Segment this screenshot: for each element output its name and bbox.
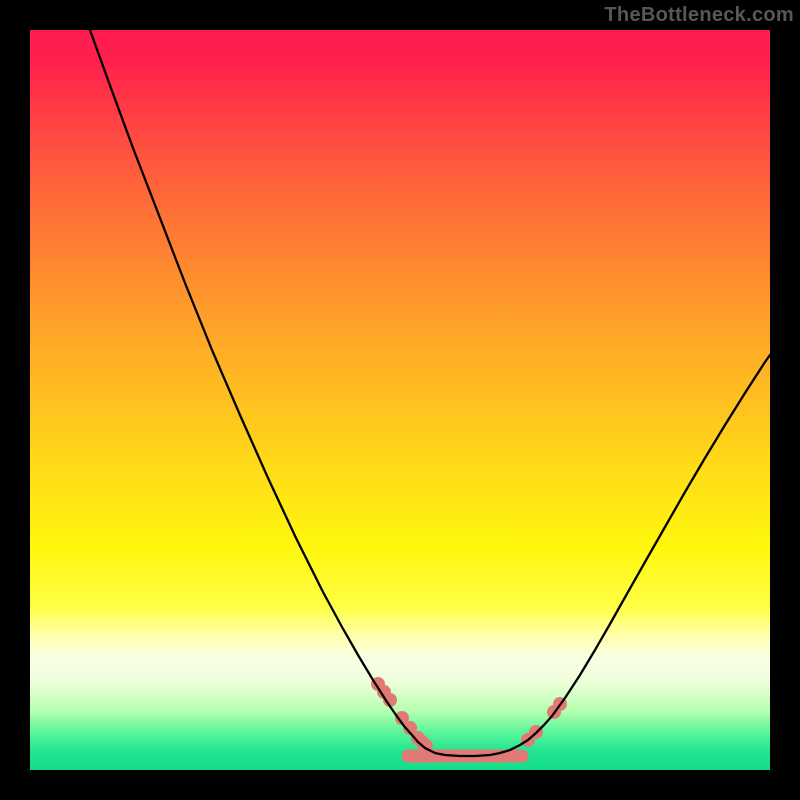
plot-area [30,30,770,770]
chart-overlay [30,30,770,770]
v-curve [90,30,770,756]
attribution-text: TheBottleneck.com [604,4,794,27]
marker-dots [371,677,567,753]
